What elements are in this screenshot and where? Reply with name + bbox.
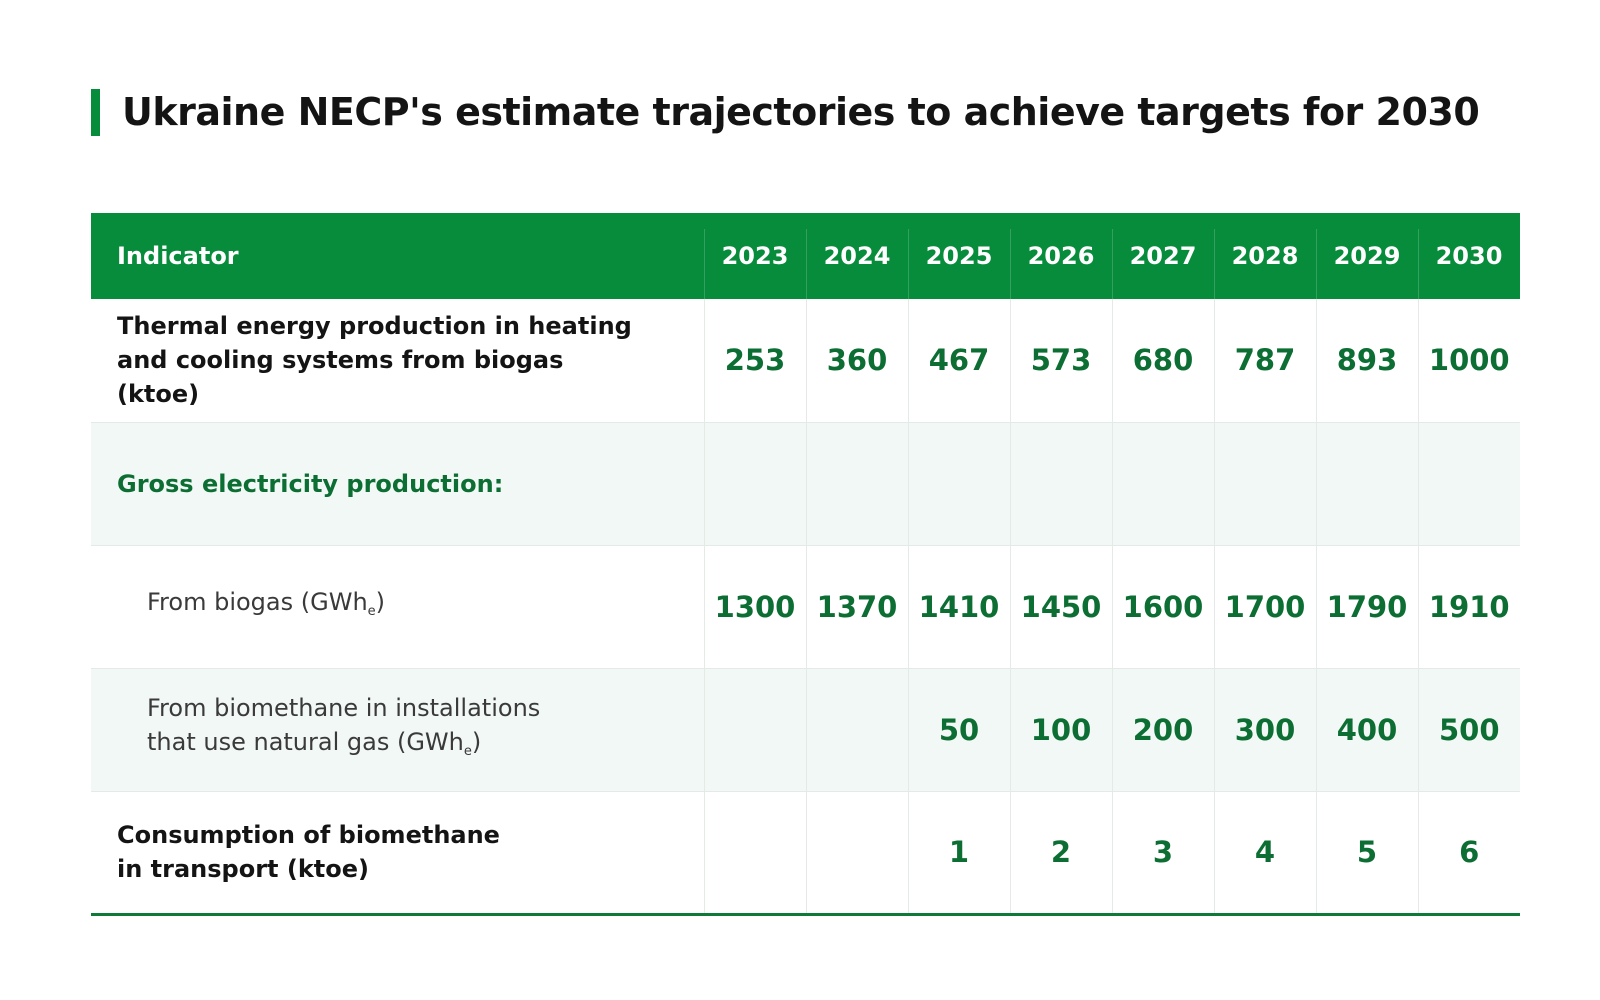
table-cell-empty — [1315, 422, 1418, 546]
row-label-text: Gross electricity production: — [117, 469, 504, 498]
table-cell-value: 1600 — [1111, 545, 1214, 669]
trajectory-table: Indicator 2023 2024 2025 2026 2027 2028 … — [91, 213, 1520, 916]
table-cell-value: 300 — [1213, 668, 1316, 792]
table-cell-value: 2 — [1009, 791, 1112, 916]
row-label-end: ) — [375, 587, 386, 616]
table-cell-empty — [907, 422, 1010, 546]
header-year-2025: 2025 — [908, 213, 1010, 299]
table-cell-value — [805, 668, 908, 792]
unit-subscript: e — [367, 603, 376, 619]
table-cell-value: 1 — [907, 791, 1010, 916]
table-cell-value: 253 — [703, 299, 806, 423]
header-year-2029: 2029 — [1316, 213, 1418, 299]
table-cell-value: 3 — [1111, 791, 1214, 916]
table-cell-value: 200 — [1111, 668, 1214, 792]
title-accent-bar — [91, 88, 100, 136]
table-cell-empty — [1111, 422, 1214, 546]
row-label-main: From biomethane in installations that us… — [147, 693, 541, 756]
table-cell-empty — [703, 422, 806, 546]
page-title: Ukraine NECP's estimate trajectories to … — [122, 90, 1480, 134]
table-cell-value: 50 — [907, 668, 1010, 792]
table-cell-value — [805, 791, 908, 916]
table-cell-value: 467 — [907, 299, 1010, 423]
table-cell-value: 1790 — [1315, 545, 1418, 669]
header-indicator: Indicator — [117, 242, 239, 270]
header-year-2024: 2024 — [806, 213, 908, 299]
table-cell-value: 573 — [1009, 299, 1112, 423]
table-cell-value: 500 — [1417, 668, 1520, 792]
table-cell-value: 4 — [1213, 791, 1316, 916]
table-cell-value: 5 — [1315, 791, 1418, 916]
table-cell-value: 1450 — [1009, 545, 1112, 669]
table-cell-value: 1300 — [703, 545, 806, 669]
table-header-row: Indicator 2023 2024 2025 2026 2027 2028 … — [91, 213, 1520, 299]
table-cell-value: 680 — [1111, 299, 1214, 423]
table-cell-empty — [1417, 422, 1520, 546]
table-cell-value: 6 — [1417, 791, 1520, 916]
table-row-from-biogas: From biogas (GWhe) 1300 1370 1410 1450 1… — [91, 545, 1520, 669]
table-cell-value: 1000 — [1417, 299, 1520, 423]
header-year-2028: 2028 — [1214, 213, 1316, 299]
row-label-main: From biogas (GWh — [147, 587, 368, 616]
table-row-biomethane-transport: Consumption of biomethane in transport (… — [91, 791, 1520, 916]
row-label: Consumption of biomethane in transport (… — [91, 791, 704, 916]
table-cell-value: 1410 — [907, 545, 1010, 669]
table-cell-value: 787 — [1213, 299, 1316, 423]
table-cell-value — [703, 668, 806, 792]
header-year-2023: 2023 — [704, 213, 806, 299]
row-label-end: ) — [471, 727, 482, 756]
table-cell-value: 1910 — [1417, 545, 1520, 669]
header-year-2026: 2026 — [1010, 213, 1112, 299]
table-row-gross-electricity: Gross electricity production: — [91, 422, 1520, 546]
header-year-2027: 2027 — [1112, 213, 1214, 299]
table-cell-value: 893 — [1315, 299, 1418, 423]
table-cell-empty — [1213, 422, 1316, 546]
table-cell-empty — [1009, 422, 1112, 546]
row-label: Thermal energy production in heating and… — [91, 299, 704, 423]
row-label: From biogas (GWhe) — [91, 545, 704, 669]
table-cell-value: 360 — [805, 299, 908, 423]
table-cell-value: 100 — [1009, 668, 1112, 792]
header-year-2030: 2030 — [1418, 213, 1520, 299]
table-row-from-biomethane: From biomethane in installations that us… — [91, 668, 1520, 792]
table-cell-empty — [805, 422, 908, 546]
table-cell-value: 1700 — [1213, 545, 1316, 669]
title-block: Ukraine NECP's estimate trajectories to … — [91, 88, 1480, 136]
unit-subscript: e — [463, 743, 472, 759]
row-label-text: Consumption of biomethane in transport (… — [117, 821, 500, 883]
table-cell-value — [703, 791, 806, 916]
row-label: From biomethane in installations that us… — [91, 668, 704, 792]
row-label-text: From biomethane in installations that us… — [147, 691, 540, 769]
table-cell-value: 1370 — [805, 545, 908, 669]
row-label-text: From biogas (GWhe) — [147, 585, 385, 629]
table-row-thermal-energy: Thermal energy production in heating and… — [91, 299, 1520, 423]
table-cell-value: 400 — [1315, 668, 1418, 792]
row-label-text: Thermal energy production in heating and… — [117, 312, 632, 409]
row-label: Gross electricity production: — [91, 422, 704, 546]
